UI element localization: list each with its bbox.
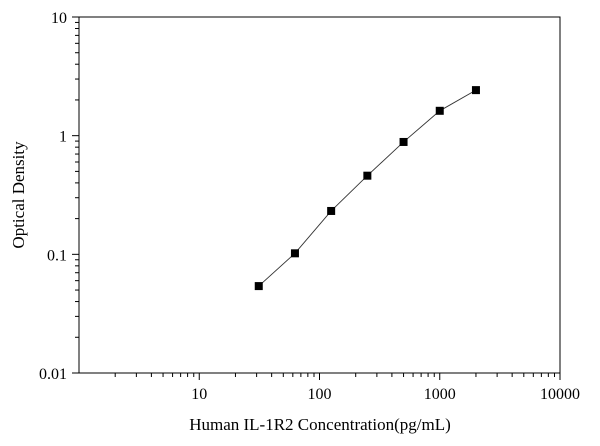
y-axis-ticks [72, 16, 79, 374]
data-point [290, 249, 299, 258]
data-point [363, 171, 372, 180]
y-tick-label: 0.1 [47, 247, 67, 264]
x-axis-ticks [114, 373, 561, 380]
data-point [435, 106, 444, 115]
plot-frame [78, 16, 561, 374]
x-tick-label: 1000 [424, 386, 456, 403]
data-point [471, 86, 480, 95]
data-points [254, 86, 480, 291]
y-tick-label: 0.01 [39, 366, 67, 383]
x-tick-label: 100 [308, 386, 332, 403]
y-tick-label: 1 [59, 129, 67, 146]
data-point [254, 282, 263, 291]
x-axis-title: Human IL-1R2 Concentration(pg/mL) [189, 415, 451, 434]
x-tick-label: 10000 [540, 386, 580, 403]
y-tick-label: 10 [51, 10, 67, 27]
y-axis-title: Optical Density [9, 141, 28, 249]
y-axis-tick-labels: 0.01 0.1 1 10 [39, 10, 67, 383]
data-point [399, 137, 408, 146]
data-point [327, 206, 336, 215]
x-axis-tick-labels: 10 100 1000 10000 [191, 386, 580, 403]
x-tick-label: 10 [191, 386, 207, 403]
